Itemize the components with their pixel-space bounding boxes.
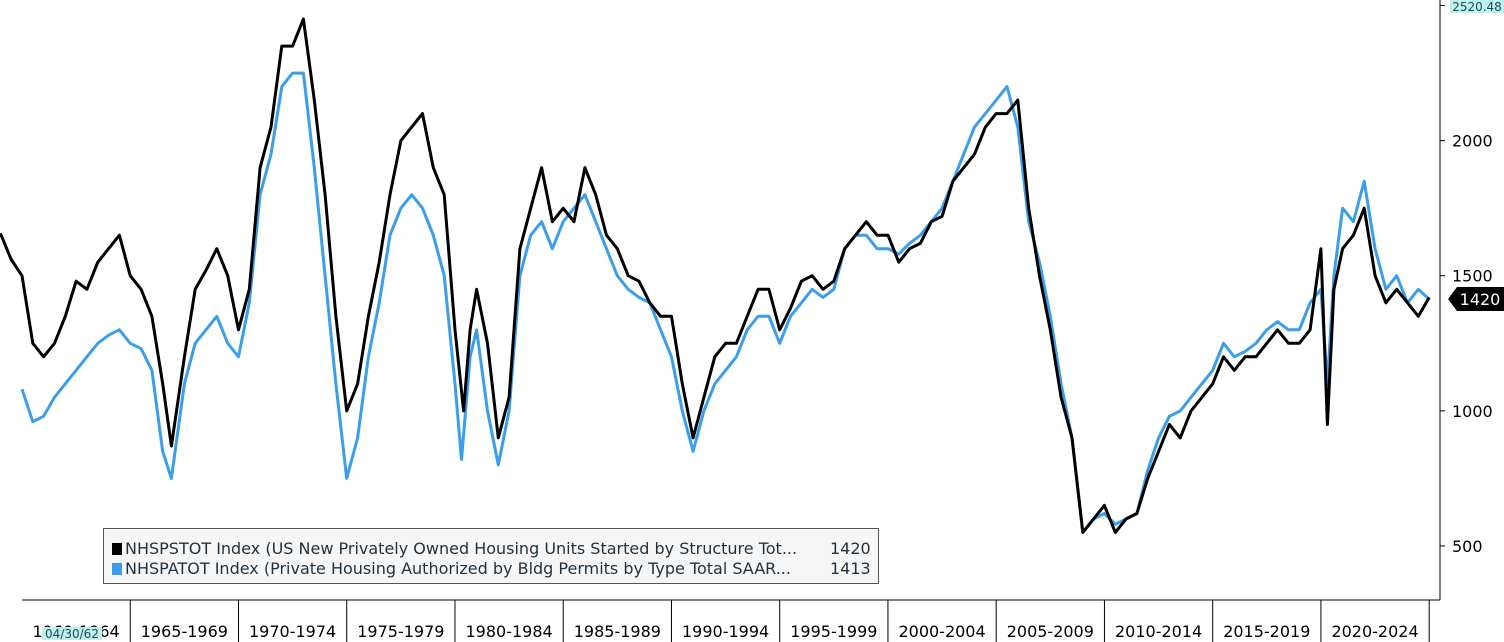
x-tick-label: 1985-1989 — [574, 622, 661, 641]
top-value-tag — [1450, 0, 1504, 13]
x-axis: 1960-19641965-19691970-19741975-19791980… — [33, 600, 1430, 642]
cursor-date-label: 04/30/62 — [45, 627, 99, 641]
cursor-date-tag — [42, 627, 102, 640]
x-tick-label: 1965-1969 — [141, 622, 228, 641]
x-tick-label: 2005-2009 — [1007, 622, 1094, 641]
y-tick-label: 1500 — [1452, 267, 1493, 286]
legend-label-starts: NHSPSTOT Index (US New Privately Owned H… — [125, 538, 798, 558]
top-value-label: 2520.48 — [1452, 0, 1502, 14]
legend-value-permits: 1413 — [830, 558, 871, 578]
x-tick-label: 1975-1979 — [357, 622, 444, 641]
x-tick-label: 1995-1999 — [790, 622, 877, 641]
x-tick-label: 2000-2004 — [898, 622, 985, 641]
legend-value-starts: 1420 — [830, 538, 871, 558]
legend-item-permits: NHSPATOT Index (Private Housing Authoriz… — [112, 558, 872, 578]
legend-label-permits: NHSPATOT Index (Private Housing Authoriz… — [125, 558, 791, 578]
x-tick-label: 1980-1984 — [465, 622, 552, 641]
x-tick-label: 1970-1974 — [249, 622, 336, 641]
series-line-permits — [20, 71, 1431, 534]
x-tick-label: 2010-2014 — [1115, 622, 1202, 641]
last-value-label: 1420 — [1460, 290, 1501, 309]
legend-item-starts: NHSPSTOT Index (US New Privately Owned H… — [112, 538, 872, 558]
legend-swatch-starts — [112, 542, 122, 555]
x-tick-label: 2015-2019 — [1223, 622, 1310, 641]
y-tick-label: 2000 — [1452, 132, 1493, 151]
y-axis: 5001000150020002500 — [1440, 0, 1493, 556]
y-tick-label: 1000 — [1452, 402, 1493, 421]
plot-area — [0, 17, 1431, 534]
last-value-tag — [1448, 287, 1504, 311]
x-tick-label: 1990-1994 — [682, 622, 769, 641]
legend-swatch-permits — [112, 562, 122, 575]
series-line-starts — [0, 17, 1431, 534]
legend: NHSPSTOT Index (US New Privately Owned H… — [103, 528, 879, 584]
y-tick-label: 500 — [1452, 537, 1483, 556]
x-tick-label: 2020-2024 — [1331, 622, 1418, 641]
